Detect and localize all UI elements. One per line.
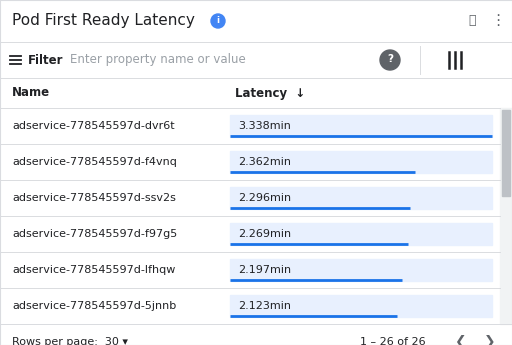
Text: ❯: ❯ xyxy=(484,335,496,345)
Text: ⫸: ⫸ xyxy=(468,14,476,28)
Bar xyxy=(230,223,492,245)
Text: 2.269min: 2.269min xyxy=(238,229,291,239)
Circle shape xyxy=(211,14,225,28)
Text: 2.296min: 2.296min xyxy=(238,193,291,203)
Text: 2.197min: 2.197min xyxy=(238,265,291,275)
Bar xyxy=(502,110,510,196)
Bar xyxy=(230,187,492,209)
Text: adservice-778545597d-lfhqw: adservice-778545597d-lfhqw xyxy=(12,265,176,275)
Text: Enter property name or value: Enter property name or value xyxy=(70,53,246,67)
Bar xyxy=(230,259,492,281)
Text: adservice-778545597d-ssv2s: adservice-778545597d-ssv2s xyxy=(12,193,176,203)
Bar xyxy=(0,0,512,42)
Text: ?: ? xyxy=(387,55,393,65)
Text: ❮: ❮ xyxy=(454,335,466,345)
Bar xyxy=(230,115,492,137)
Bar xyxy=(0,252,500,288)
Bar xyxy=(500,108,512,324)
Text: Pod First Ready Latency: Pod First Ready Latency xyxy=(12,13,195,29)
Bar xyxy=(0,108,500,144)
Bar xyxy=(0,324,512,345)
Text: Rows per page:  30 ▾: Rows per page: 30 ▾ xyxy=(12,337,128,345)
Text: 2.123min: 2.123min xyxy=(238,301,291,311)
Text: adservice-778545597d-f4vnq: adservice-778545597d-f4vnq xyxy=(12,157,177,167)
Text: 1 – 26 of 26: 1 – 26 of 26 xyxy=(360,337,425,345)
Text: i: i xyxy=(217,16,220,25)
Text: adservice-778545597d-5jnnb: adservice-778545597d-5jnnb xyxy=(12,301,176,311)
Text: Name: Name xyxy=(12,87,50,99)
Text: Filter: Filter xyxy=(28,53,63,67)
Text: adservice-778545597d-f97g5: adservice-778545597d-f97g5 xyxy=(12,229,177,239)
Bar xyxy=(0,144,500,180)
Text: 3.338min: 3.338min xyxy=(238,121,291,131)
Text: ⋮: ⋮ xyxy=(490,13,506,29)
Circle shape xyxy=(380,50,400,70)
Bar xyxy=(230,295,492,317)
Text: adservice-778545597d-dvr6t: adservice-778545597d-dvr6t xyxy=(12,121,175,131)
Bar xyxy=(0,78,500,108)
Bar xyxy=(230,151,492,173)
Bar xyxy=(0,180,500,216)
Bar xyxy=(0,42,512,78)
Bar xyxy=(0,216,500,252)
Text: 2.362min: 2.362min xyxy=(238,157,291,167)
Text: Latency  ↓: Latency ↓ xyxy=(235,87,305,99)
Bar xyxy=(0,288,500,324)
